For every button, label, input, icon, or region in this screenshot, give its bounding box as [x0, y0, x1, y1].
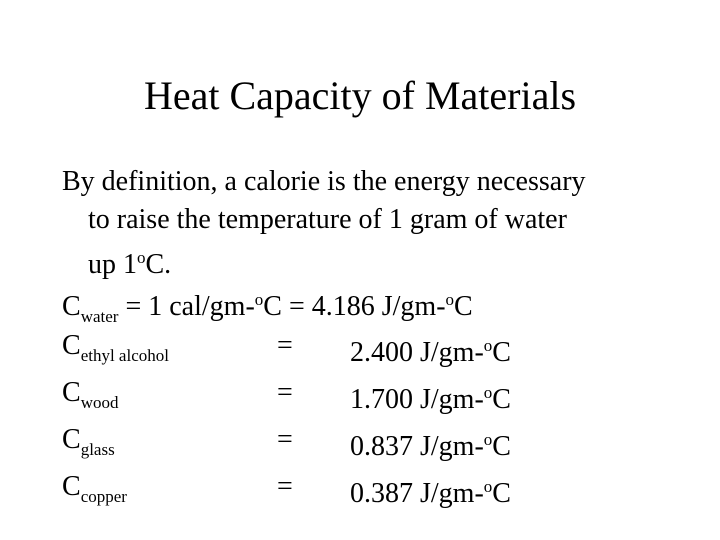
value: 2.400 — [350, 337, 413, 368]
symbol: C — [62, 471, 81, 502]
degree: o — [483, 336, 493, 355]
unit: J/gm- — [413, 431, 484, 462]
degree: o — [137, 248, 146, 267]
material-symbol: Cwood — [62, 377, 118, 419]
material-symbol: Ccopper — [62, 471, 127, 513]
definition-line: to raise the temperature of 1 gram of wa… — [88, 204, 567, 235]
unit-end: C — [492, 384, 511, 415]
water-line: Cwater = 1 cal/gm-oC = 4.186 J/gm-oC — [62, 284, 473, 333]
text: C = 4.186 J/gm- — [263, 291, 446, 322]
definition-line-wrap: up 1oC. — [88, 242, 171, 281]
degree: o — [483, 477, 493, 496]
title: Heat Capacity of Materials — [143, 73, 577, 118]
symbol: C — [62, 377, 81, 408]
degree: o — [254, 290, 264, 309]
unit: J/gm- — [413, 337, 484, 368]
value: 0.837 — [350, 431, 413, 462]
symbol: C — [62, 291, 81, 322]
unit-end: C — [492, 431, 511, 462]
equals: = — [277, 471, 293, 502]
material-value: 2.400 J/gm-oC — [350, 330, 511, 369]
subscript: wood — [80, 393, 119, 412]
unit: J/gm- — [413, 384, 484, 415]
value: 0.387 — [350, 478, 413, 509]
subscript: glass — [80, 440, 115, 459]
material-symbol: Cglass — [62, 424, 115, 466]
degree: o — [483, 430, 493, 449]
definition-line: up 1 — [88, 249, 137, 280]
subscript: water — [80, 307, 119, 326]
symbol: C — [62, 330, 81, 361]
symbol: C — [62, 424, 81, 455]
material-value: 1.700 J/gm-oC — [350, 377, 511, 416]
unit-end: C — [492, 478, 511, 509]
material-value: 0.387 J/gm-oC — [350, 471, 511, 510]
definition-line: By definition, a calorie is the energy n… — [62, 166, 586, 197]
text: C — [454, 291, 473, 322]
equals: = — [277, 377, 293, 408]
text: = 1 cal/gm- — [118, 291, 255, 322]
value: 1.700 — [350, 384, 413, 415]
subscript: ethyl alcohol — [80, 346, 169, 365]
definition-end: C. — [145, 249, 172, 280]
equals: = — [277, 330, 293, 361]
equals: = — [277, 424, 293, 455]
subscript: copper — [80, 487, 127, 506]
unit-end: C — [492, 337, 511, 368]
degree: o — [445, 290, 455, 309]
degree: o — [483, 383, 493, 402]
material-symbol: Cethyl alcohol — [62, 330, 169, 372]
unit: J/gm- — [413, 478, 484, 509]
material-value: 0.837 J/gm-oC — [350, 424, 511, 463]
